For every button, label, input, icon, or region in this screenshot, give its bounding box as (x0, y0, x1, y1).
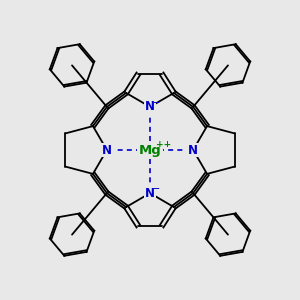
Text: Mg: Mg (139, 143, 161, 157)
Text: −: − (152, 184, 159, 193)
Text: N: N (145, 100, 155, 113)
Text: N: N (188, 143, 198, 157)
Text: ++: ++ (156, 140, 171, 149)
Text: −: − (152, 98, 159, 107)
Text: N: N (102, 143, 112, 157)
Text: N: N (145, 187, 155, 200)
